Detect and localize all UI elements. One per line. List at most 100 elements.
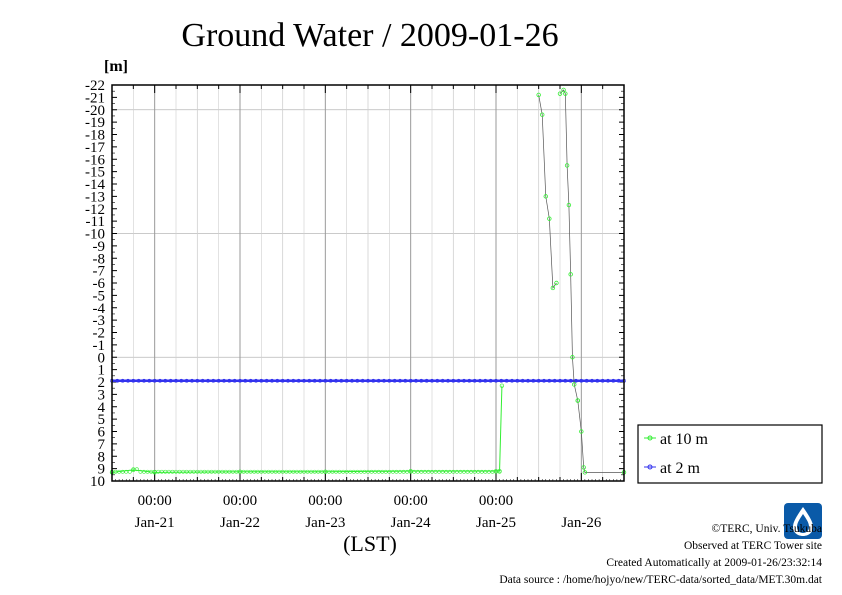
series-point-10m <box>337 469 342 474</box>
series-point-2m <box>568 378 573 383</box>
series-point-10m <box>472 469 477 474</box>
y-tick-label: -22 <box>85 78 105 94</box>
series-point-2m <box>136 378 141 383</box>
series-point-10m <box>323 469 328 474</box>
series-point-10m <box>373 469 378 474</box>
series-point-10m <box>213 469 218 474</box>
x-tick-date-label: Jan-24 <box>391 515 431 531</box>
series-point-2m <box>451 378 456 383</box>
y-tick-label: -17 <box>85 140 105 156</box>
x-tick-labels: 00:00 Jan-21 00:00 Jan-22 00:00 Jan-23 00:00 Ja… <box>135 493 602 531</box>
series-point-2m <box>318 378 322 383</box>
series-point-10m-segment2 <box>564 163 570 168</box>
series-point-2m <box>168 378 173 383</box>
series-point-10m <box>358 469 363 474</box>
series-point-2m <box>456 378 461 383</box>
series-point-10m <box>497 468 502 474</box>
series-point-10m <box>483 469 488 474</box>
series-point-10m <box>426 469 431 474</box>
series-point-10m <box>437 469 442 474</box>
series-point-10m <box>405 469 410 474</box>
series-point-2m <box>504 378 509 383</box>
series-point-10m <box>362 469 367 474</box>
series-point-2m <box>488 378 493 383</box>
series-point-10m <box>302 469 306 474</box>
series-point-2m <box>243 378 248 383</box>
series-point-2m <box>259 378 264 383</box>
series-point-10m <box>398 469 402 474</box>
series-point-2m <box>126 378 130 383</box>
grid-lines <box>111 85 625 482</box>
series-point-10m <box>255 469 260 474</box>
series-point-10m <box>124 469 129 474</box>
series-point-10m-segment2 <box>572 382 577 387</box>
x-tick-date-label: Jan-22 <box>220 515 260 531</box>
series-point-10m <box>451 469 456 474</box>
y-tick-label: 2 <box>98 375 106 391</box>
y-tick-label: -16 <box>85 152 105 168</box>
series-point-10m <box>170 469 175 474</box>
series-point-2m <box>222 378 226 383</box>
x-tick-time-label: 00:00 <box>308 493 342 509</box>
y-tick-label: 7 <box>98 437 106 453</box>
series-point-2m <box>211 378 216 383</box>
series-point-2m <box>275 378 280 383</box>
series-point-10m <box>117 469 122 474</box>
y-tick-label: -21 <box>85 90 105 106</box>
series-point-2m <box>254 378 258 383</box>
series-point-2m <box>515 378 520 383</box>
y-tick-label: 10 <box>90 474 105 490</box>
series-point-2m <box>387 378 392 383</box>
y-tick-label: -13 <box>85 189 105 205</box>
series-point-10m <box>440 469 445 474</box>
series-point-2m <box>307 378 312 383</box>
series-point-2m <box>366 378 370 383</box>
x-tick-date-label: Jan-23 <box>305 515 345 531</box>
series-line-10m <box>111 385 503 473</box>
series-point-2m <box>291 378 296 383</box>
series-point-2m <box>328 378 333 383</box>
series-point-10m <box>369 469 374 474</box>
series-point-10m <box>312 469 317 474</box>
series-point-10m <box>262 469 267 474</box>
series-point-2m <box>542 378 546 383</box>
series-point-10m-segment2 <box>536 92 541 98</box>
series-point-2m <box>563 378 568 383</box>
series-point-2m <box>552 378 557 383</box>
series-point-10m <box>430 469 434 474</box>
series-point-2m <box>510 378 514 383</box>
series-point-10m <box>401 469 406 474</box>
series-point-10m <box>166 469 171 474</box>
series-line-10m-segment2b <box>559 89 579 401</box>
y-tick-label: -19 <box>85 115 105 131</box>
series-point-10m-tail <box>579 429 584 434</box>
legend-box <box>637 424 823 484</box>
series-point-10m <box>120 469 125 474</box>
series-point-10m-segment2 <box>563 91 568 96</box>
series-point-2m <box>248 378 253 383</box>
series-point-10m <box>415 469 420 474</box>
series-point-2m <box>216 378 221 383</box>
series-point-10m <box>422 469 427 474</box>
series-point-2m <box>238 378 242 383</box>
legend-marker-2m <box>647 464 653 470</box>
y-tick-label: 3 <box>98 387 106 403</box>
series-point-10m-segment2 <box>566 202 572 208</box>
series-point-10m <box>152 470 157 475</box>
series-point-2m <box>323 378 328 383</box>
series-point-2m <box>398 378 402 383</box>
series-point-10m-segment2 <box>568 272 573 277</box>
series-point-2m <box>200 378 205 383</box>
series-point-2m <box>419 378 424 383</box>
series-point-2m <box>184 378 189 383</box>
series-point-10m <box>351 469 356 474</box>
y-tick-label: -6 <box>93 276 106 292</box>
series-point-10m <box>433 469 438 474</box>
series-point-2m <box>344 378 349 383</box>
series-point-2m <box>195 378 200 383</box>
series-point-2m <box>536 378 541 383</box>
y-axis-unit-label: [m] <box>104 58 128 75</box>
y-tick-label: -4 <box>93 301 106 317</box>
series-point-10m <box>216 469 221 474</box>
